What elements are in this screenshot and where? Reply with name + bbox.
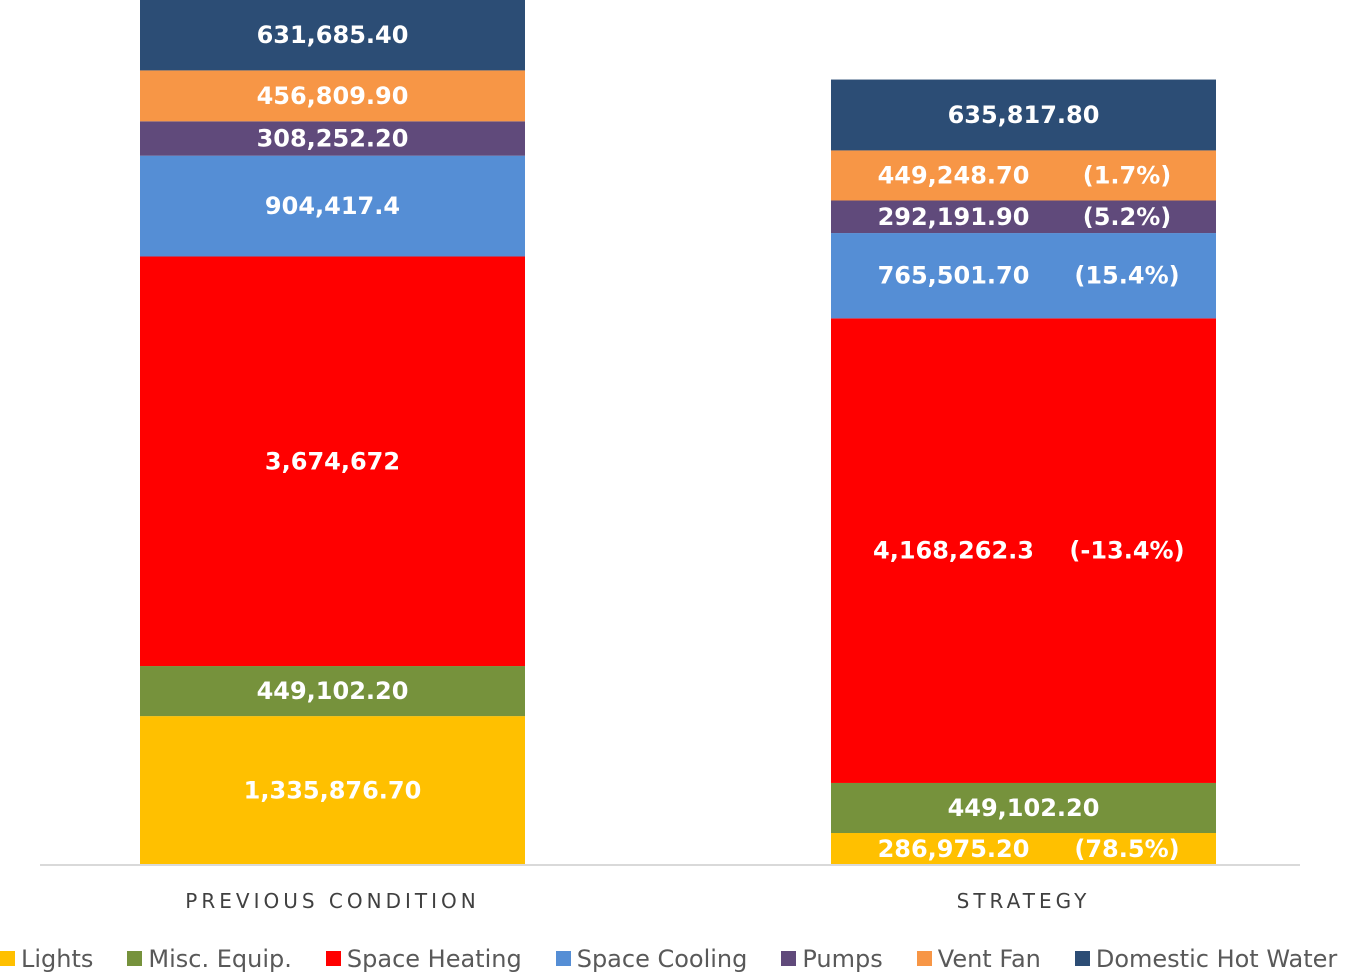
legend-label-vent-fan: Vent Fan (937, 944, 1041, 973)
pct-label-pumps-strategy: (5.2%) (1083, 203, 1172, 231)
bar-segment-misc-equip-strategy (831, 782, 1216, 834)
category-label-strategy: STRATEGY (957, 889, 1091, 913)
bar-segment-vent-fan-strategy (831, 150, 1216, 201)
legend-swatch-pumps (781, 951, 797, 966)
data-label-space-heating-strategy: 4,168,262.3 (873, 537, 1034, 565)
data-label-misc-equip-strategy: 449,102.20 (948, 794, 1100, 822)
bar-segment-vent-fan-previous-condition (140, 70, 525, 122)
category-labels: PREVIOUS CONDITION STRATEGY (185, 889, 1091, 913)
legend-swatch-lights (0, 951, 15, 966)
pct-label-space-heating-strategy: (-13.4%) (1069, 537, 1184, 565)
legend-swatch-space-heating (325, 951, 341, 966)
legend-swatch-vent-fan (916, 951, 932, 966)
legend-item-misc-equip: Misc. Equip. (127, 944, 292, 973)
legend-label-space-heating: Space Heating (346, 944, 522, 973)
data-label-vent-fan-previous-condition: 456,809.90 (257, 82, 409, 110)
bar-segment-space-cooling-strategy (831, 233, 1216, 319)
legend-swatch-misc-equip (127, 951, 143, 966)
legend-label-pumps: Pumps (802, 944, 883, 973)
legend-label-domestic-hot-water: Domestic Hot Water (1095, 944, 1338, 973)
bar-segments (140, 0, 1216, 865)
bar-segment-domestic-hot-water-previous-condition (140, 0, 525, 71)
bar-segment-lights-strategy (831, 833, 1216, 865)
pct-label-space-cooling-strategy: (15.4%) (1074, 262, 1179, 290)
pct-label-vent-fan-strategy: (1.7%) (1083, 161, 1172, 189)
data-label-lights-previous-condition: 1,335,876.70 (244, 777, 422, 805)
legend-item-lights: Lights (0, 945, 93, 973)
data-label-pumps-previous-condition: 308,252.20 (257, 124, 409, 152)
legend-item-domestic-hot-water: Domestic Hot Water (1074, 944, 1338, 973)
data-label-space-heating-previous-condition: 3,674,672 (265, 447, 400, 475)
data-label-domestic-hot-water-strategy: 635,817.80 (948, 101, 1100, 129)
data-label-lights-strategy: 286,975.20 (878, 835, 1030, 863)
data-label-misc-equip-previous-condition: 449,102.20 (257, 677, 409, 705)
bar-segment-space-heating-strategy (831, 318, 1216, 783)
data-label-domestic-hot-water-previous-condition: 631,685.40 (257, 21, 409, 49)
data-label-space-cooling-strategy: 765,501.70 (878, 262, 1030, 290)
legend: Lights Misc. Equip. Space Heating Space Coo… (0, 940, 1368, 977)
data-label-vent-fan-strategy: 449,248.70 (878, 161, 1030, 189)
legend-item-pumps: Pumps (781, 944, 883, 973)
bar-segment-domestic-hot-water-strategy (831, 79, 1216, 151)
legend-label-space-cooling: Space Cooling (576, 944, 748, 973)
category-label-previous-condition: PREVIOUS CONDITION (185, 889, 479, 913)
bar-segment-space-heating-previous-condition (140, 256, 525, 667)
stacked-bar-chart: 1,335,876.70 449,102.20 3,674,672 904,417.4… (40, 0, 1300, 913)
data-label-space-cooling-previous-condition: 904,417.4 (265, 192, 400, 220)
legend-swatch-space-cooling (555, 951, 571, 966)
bar-segment-space-cooling-previous-condition (140, 155, 525, 257)
legend-item-vent-fan: Vent Fan (916, 944, 1041, 973)
legend-item-space-heating: Space Heating (325, 944, 522, 973)
data-label-pumps-strategy: 292,191.90 (878, 203, 1030, 231)
bar-segment-pumps-strategy (831, 200, 1216, 234)
legend-label-lights: Lights (21, 944, 94, 973)
data-labels: 1,335,876.70 449,102.20 3,674,672 904,417.4… (244, 21, 1185, 863)
pct-label-lights-strategy: (78.5%) (1074, 835, 1179, 863)
legend-label-misc-equip: Misc. Equip. (148, 944, 292, 973)
bar-segment-misc-equip-previous-condition (140, 666, 525, 717)
bar-segment-lights-previous-condition (140, 716, 525, 865)
legend-swatch-domestic-hot-water (1074, 951, 1090, 966)
bar-segment-pumps-previous-condition (140, 121, 525, 156)
legend-item-space-cooling: Space Cooling (555, 944, 748, 973)
